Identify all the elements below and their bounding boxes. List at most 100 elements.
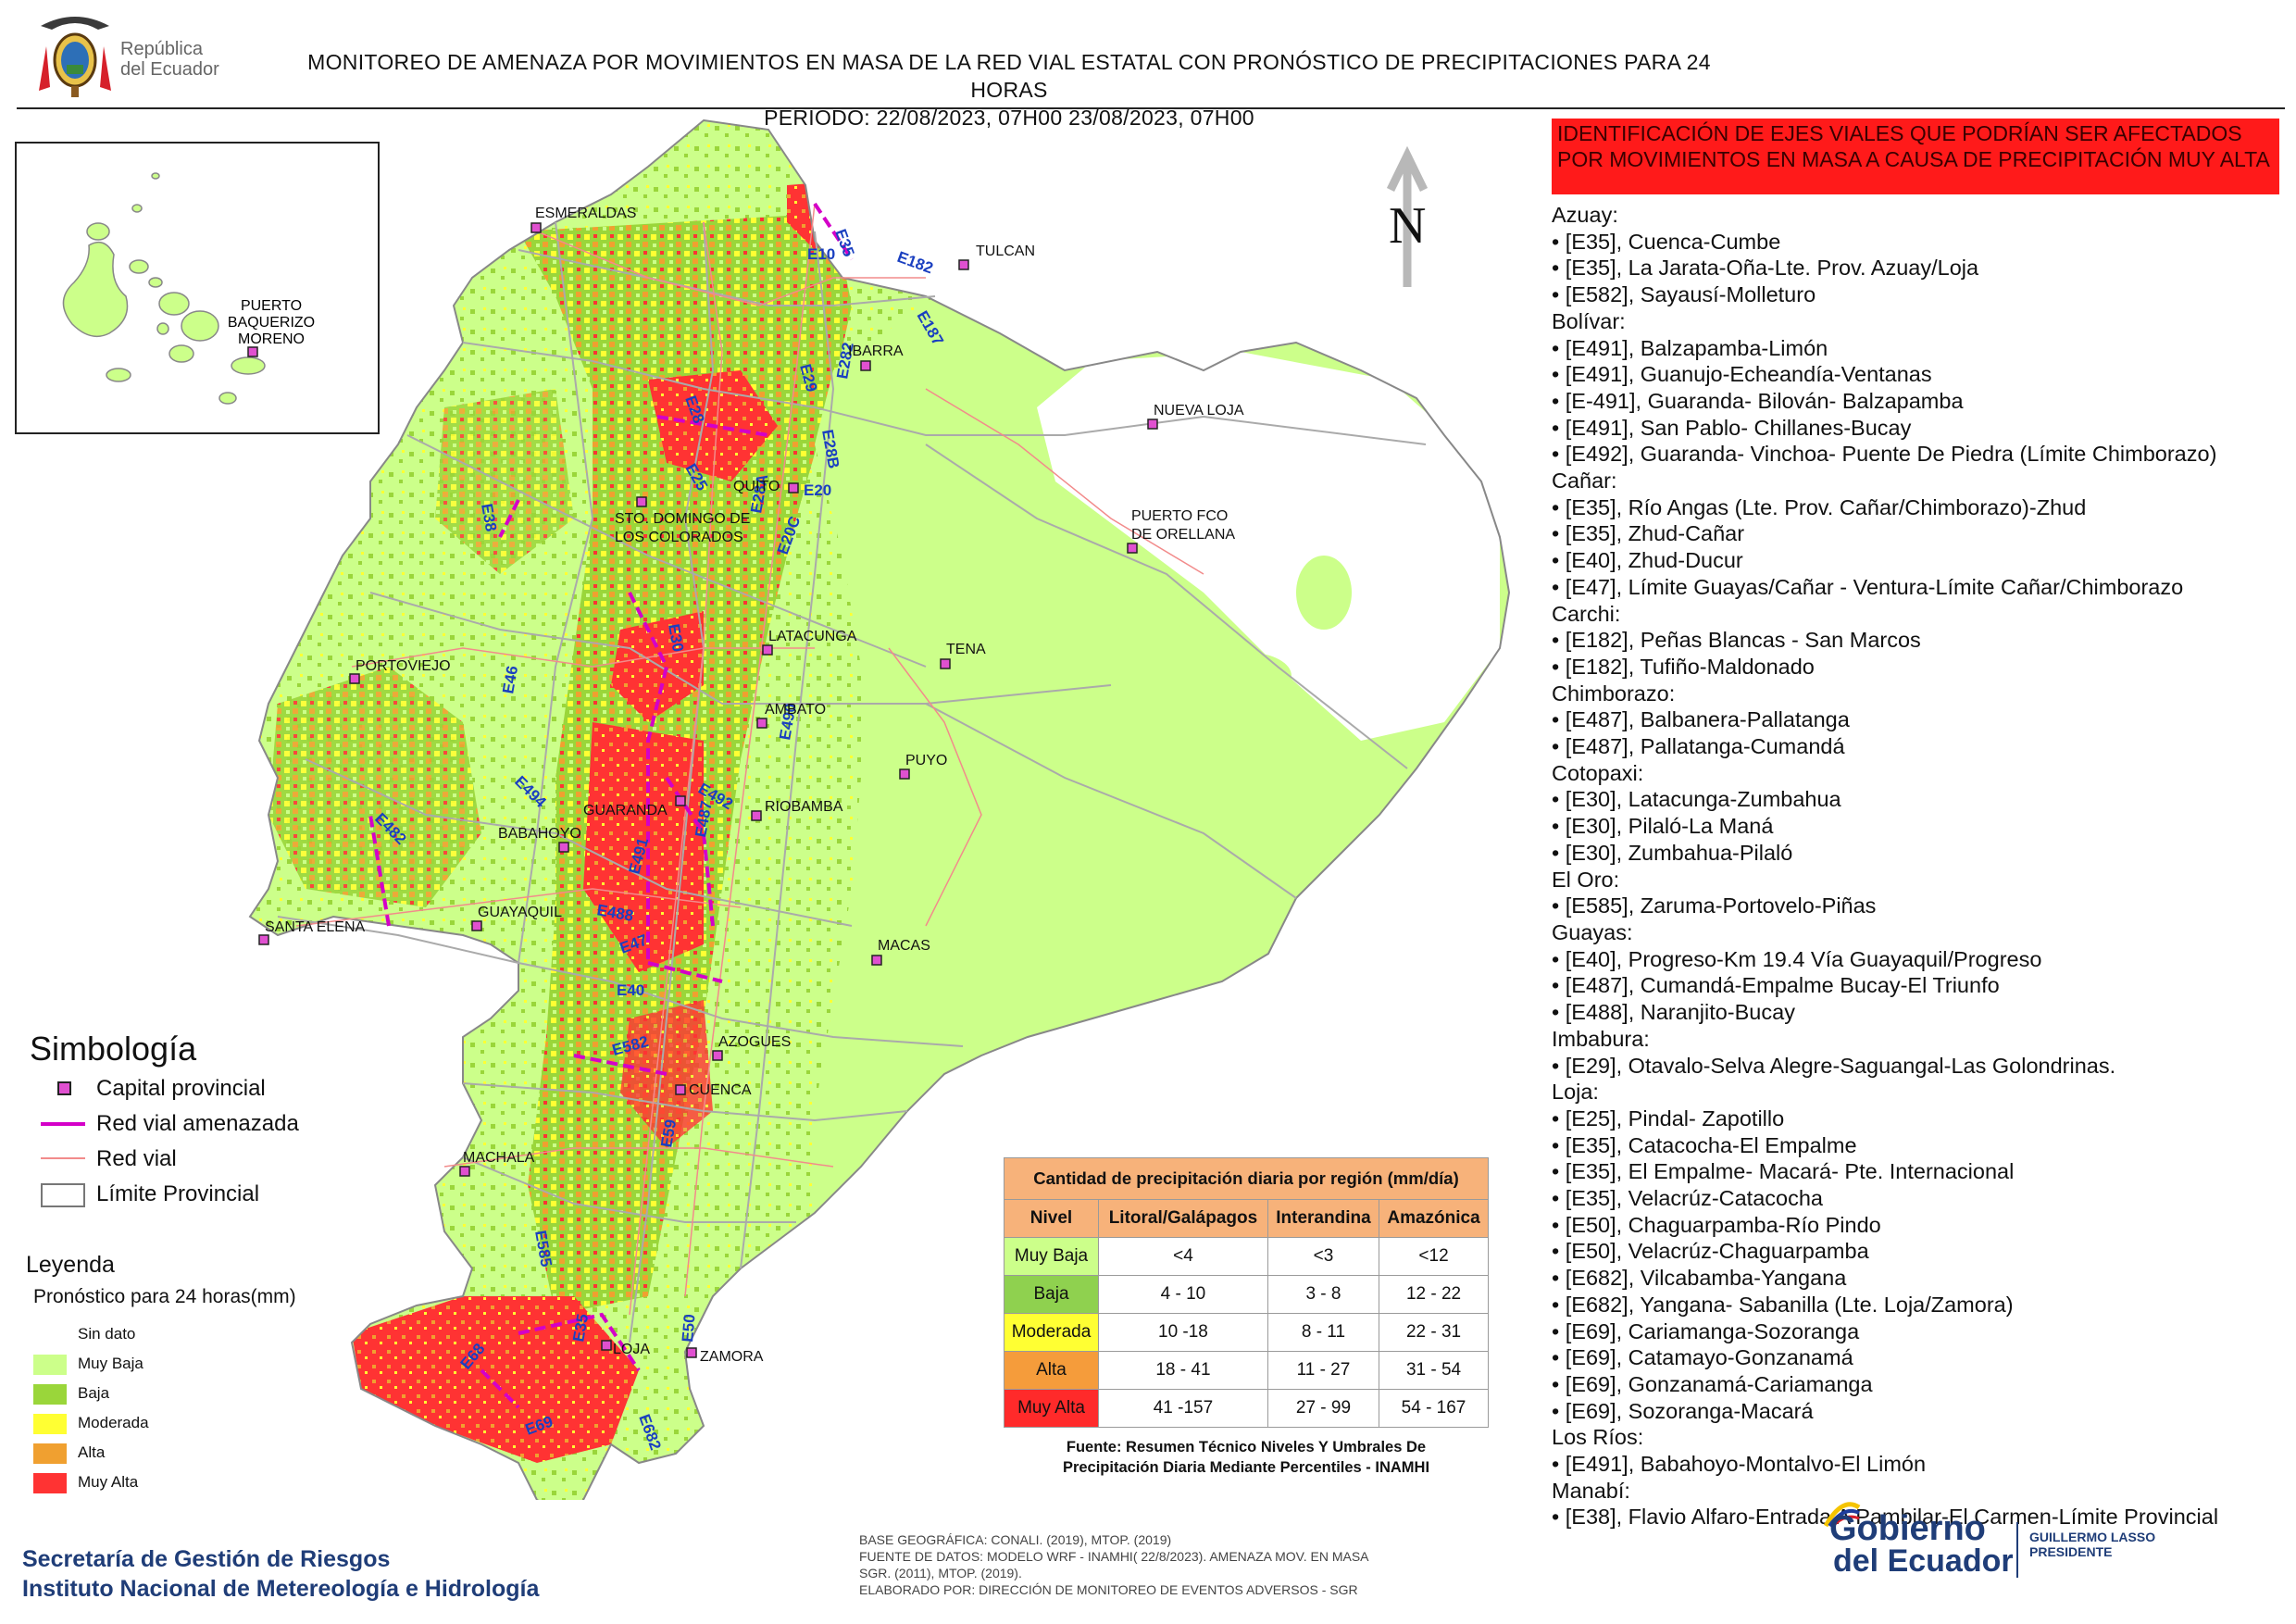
svg-text:CUENCA: CUENCA [689,1082,752,1098]
leyenda-label: Alta [78,1443,105,1462]
affected-road-item: • [E69], Catamayo-Gonzanamá [1552,1344,2283,1371]
president-name: GUILLERMO LASSO [2029,1530,2155,1544]
svg-text:AMBATO: AMBATO [765,702,826,718]
footer-organizations: Secretaría de Gestión de Riesgos Institu… [22,1544,539,1604]
province-name: Carchi: [1552,601,2283,628]
threatened-road-swatch-icon [41,1122,85,1126]
affected-road-item: • [E35], El Empalme- Macará- Pte. Intern… [1552,1158,2283,1185]
republica-ecuador-text: República del Ecuador [120,39,219,80]
north-label: N [1389,197,1426,255]
capital-marker-icon [57,1081,71,1095]
affected-road-item: • [E487], Pallatanga-Cumandá [1552,733,2283,760]
legend-label: Límite Provincial [96,1181,259,1207]
source-line: Precipitación Diaria Mediante Percentile… [1004,1457,1489,1478]
table-header: Litoral/Galápagos [1099,1200,1268,1238]
svg-text:PUYO: PUYO [905,753,947,768]
threshold-cell: 54 - 167 [1379,1390,1489,1428]
affected-road-item: • [E47], Límite Guayas/Cañar - Ventura-L… [1552,574,2283,601]
svg-text:PORTOVIEJO: PORTOVIEJO [356,658,451,674]
logo-line1: República [120,39,219,59]
affected-road-item: • [E35], Velacrúz-Catacocha [1552,1185,2283,1212]
precipitation-thresholds-table: Cantidad de precipitación diaria por reg… [1004,1157,1489,1428]
table-row: Baja 4 - 10 3 - 8 12 - 22 [1004,1276,1489,1314]
road-label: E35 [831,227,857,259]
leyenda-swatch [33,1355,67,1375]
province-name: Imbabura: [1552,1026,2283,1053]
province-name: Guayas: [1552,919,2283,946]
affected-road-item: • [E69], Gonzanamá-Cariamanga [1552,1371,2283,1398]
affected-road-item: • [E69], Cariamanga-Sozoranga [1552,1318,2283,1345]
affected-road-item: • [E488], Naranjito-Bucay [1552,999,2283,1026]
affected-road-item: • [E30], Pilaló-La Maná [1552,813,2283,840]
province-name: Manabí: [1552,1478,2283,1505]
svg-text:GUARANDA: GUARANDA [583,803,668,818]
affected-road-item: • [E30], Zumbahua-Pilaló [1552,840,2283,867]
table-source: Fuente: Resumen Técnico Niveles Y Umbral… [1004,1437,1489,1478]
symbology-panel: Simbología Capital provincial Red vial a… [30,1030,196,1068]
affected-road-item: • [E491], Balzapamba-Limón [1552,335,2283,362]
svg-text:STO. DOMINGO DE: STO. DOMINGO DE [615,511,750,527]
logo-divider [2016,1522,2018,1578]
svg-text:TULCAN: TULCAN [976,244,1035,259]
threshold-cell: <3 [1267,1238,1379,1276]
svg-text:RIOBAMBA: RIOBAMBA [765,799,843,815]
gob-line2: del Ecuador [1833,1544,2014,1578]
table-row: Muy Baja <4 <3 <12 [1004,1238,1489,1276]
leyenda-item: Alta [26,1438,396,1468]
legend-label: Red vial amenazada [96,1111,299,1137]
credit-line: SGR. (2011), MTOP. (2019). [859,1565,1507,1581]
leyenda-swatch [33,1414,67,1434]
table-header: Nivel [1004,1200,1099,1238]
legend-label: Red vial [96,1146,177,1172]
credit-line: ELABORADO POR: DIRECCIÓN DE MONITOREO DE… [859,1581,1507,1598]
province-name: Azuay: [1552,202,2283,229]
threshold-cell: <4 [1099,1238,1268,1276]
affected-road-item: • [E182], Tufiño-Maldonado [1552,654,2283,681]
leyenda-label: Muy Alta [78,1473,138,1492]
footer-credits: BASE GEOGRÁFICA: CONALI. (2019), MTOP. (… [859,1531,1507,1598]
affected-road-item: • [E487], Balbanera-Pallatanga [1552,706,2283,733]
leyenda-label: Muy Baja [78,1355,144,1373]
affected-road-item: • [E492], Guaranda- Vinchoa- Puente De P… [1552,441,2283,468]
affected-road-item: • [E35], Zhud-Cañar [1552,520,2283,547]
threshold-cell: 22 - 31 [1379,1314,1489,1352]
affected-road-item: • [E491], Guanujo-Echeandía-Ventanas [1552,361,2283,388]
threshold-cell: 8 - 11 [1267,1314,1379,1352]
svg-text:PUERTO FCO: PUERTO FCO [1131,508,1228,524]
affected-road-item: • [E30], Latacunga-Zumbahua [1552,786,2283,813]
city-tulcan: TULCAN [959,244,1035,269]
table-row: Alta 18 - 41 11 - 27 31 - 54 [1004,1352,1489,1390]
credit-line: FUENTE DE DATOS: MODELO WRF - INAMHI( 22… [859,1548,1507,1565]
title-line: MONITOREO DE AMENAZA POR MOVIMIENTOS EN … [278,48,1741,104]
affected-road-item: • [E69], Sozoranga-Macará [1552,1398,2283,1425]
forecast-legend: Leyenda Pronóstico para 24 horas(mm) Sin… [26,1252,396,1502]
leyenda-swatch [33,1443,67,1464]
svg-text:LOJA: LOJA [613,1342,650,1357]
threshold-cell: 10 -18 [1099,1314,1268,1352]
affected-road-item: • [E-491], Guaranda- Bilován- Balzapamba [1552,388,2283,415]
affected-road-item: • [E491], San Pablo- Chillanes-Bucay [1552,415,2283,442]
affected-road-item: • [E40], Progreso-Km 19.4 Vía Guayaquil/… [1552,946,2283,973]
leyenda-swatch [33,1325,67,1345]
threshold-cell: 11 - 27 [1267,1352,1379,1390]
affected-road-item: • [E491], Babahoyo-Montalvo-El Limón [1552,1451,2283,1478]
svg-text:LOS COLORADOS: LOS COLORADOS [615,530,743,545]
threshold-cell: 41 -157 [1099,1390,1268,1428]
province-name: El Oro: [1552,867,2283,893]
affected-roads-list: Azuay: • [E35], Cuenca-Cumbe • [E35], La J… [1552,202,2283,1530]
road-label: E50 [679,1314,699,1343]
affected-road-item: • [E29], Otavalo-Selva Alegre-Saguangal-… [1552,1053,2283,1080]
svg-text:ZAMORA: ZAMORA [700,1349,764,1365]
header-divider [17,107,2285,109]
road-label: E40 [617,981,644,999]
level-cell: Baja [1004,1276,1099,1314]
alert-header: IDENTIFICACIÓN DE EJES VIALES QUE PODRÍA… [1552,119,2279,194]
affected-road-item: • [E487], Cumandá-Empalme Bucay-El Triun… [1552,972,2283,999]
svg-text:LATACUNGA: LATACUNGA [768,629,857,644]
threshold-cell: 18 - 41 [1099,1352,1268,1390]
table-row: Moderada 10 -18 8 - 11 22 - 31 [1004,1314,1489,1352]
svg-text:IBARRA: IBARRA [848,344,904,359]
affected-road-item: • [E35], Catacocha-El Empalme [1552,1132,2283,1159]
svg-text:AZOGUES: AZOGUES [718,1034,791,1050]
province-name: Los Ríos: [1552,1424,2283,1451]
